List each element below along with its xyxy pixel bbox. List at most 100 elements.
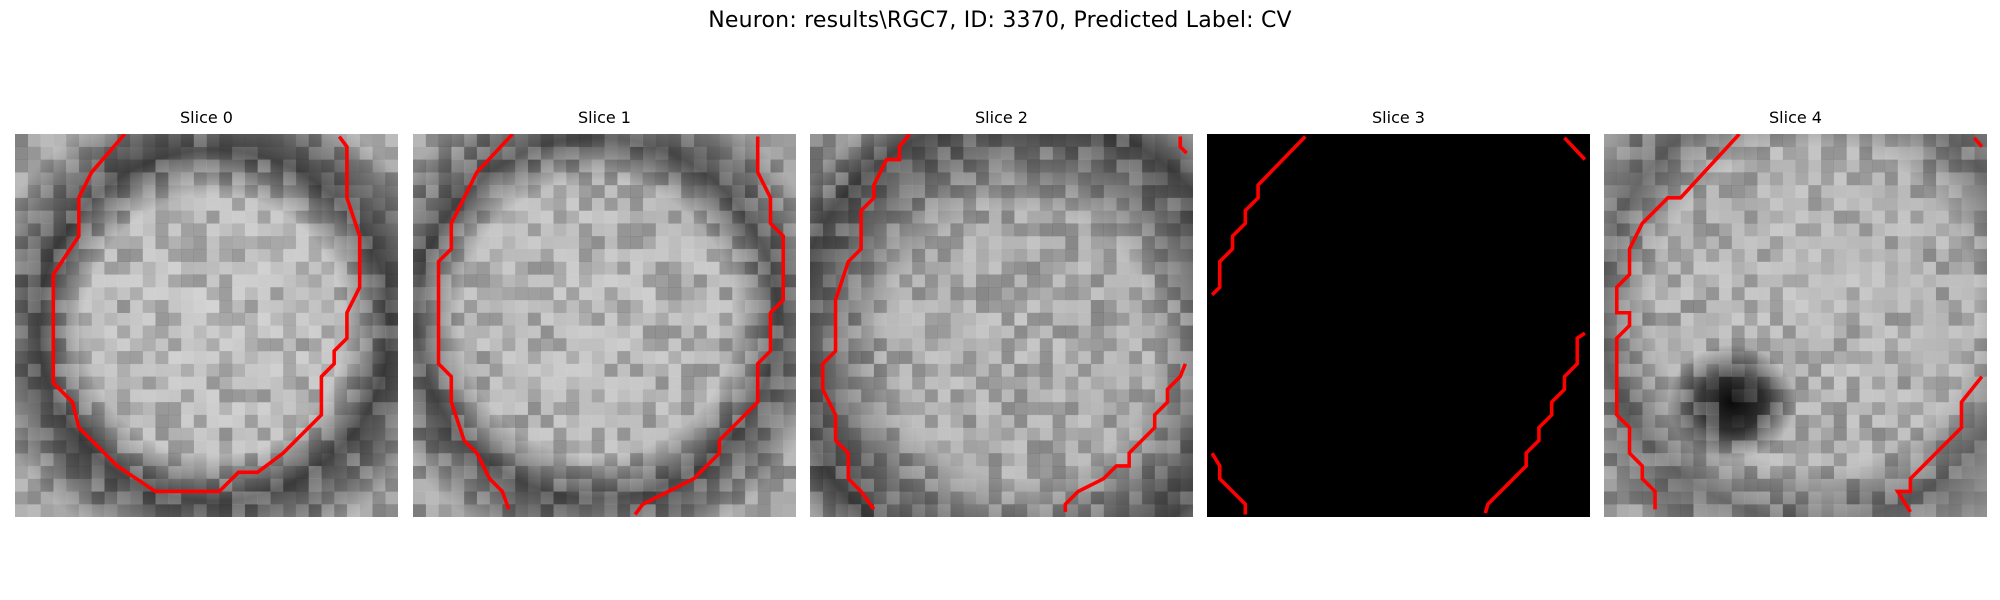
pixel [15,211,28,224]
pixel [1052,491,1066,505]
pixel [719,210,733,224]
pixel [283,300,296,313]
pixel [527,427,541,441]
pixel [1040,172,1053,185]
pixel [1667,440,1681,454]
pixel [1027,453,1041,467]
pixel [630,427,644,441]
pixel [193,287,207,301]
pixel [1065,287,1079,301]
pixel [1167,491,1180,504]
pixel [346,274,360,288]
pixel [1103,299,1117,313]
pixel [143,351,156,364]
pixel [1014,389,1028,403]
pixel [1091,262,1104,275]
pixel [668,363,682,377]
pixel [912,504,926,517]
pixel [1935,376,1949,390]
pixel [168,478,182,492]
pixel [604,478,618,492]
pixel [283,134,297,148]
pixel [1744,465,1758,479]
pixel [566,453,580,467]
pixel [861,376,875,390]
pixel [1706,210,1720,224]
pixel [835,172,849,186]
pixel [630,248,644,262]
pixel [912,287,926,301]
pixel [553,453,567,467]
pixel [1923,504,1937,517]
pixel [194,466,207,479]
pixel [489,325,503,339]
pixel [1629,389,1643,403]
pixel [219,223,232,236]
pixel [372,146,386,160]
pixel [1180,351,1193,365]
pixel [1027,363,1041,377]
pixel [15,351,29,365]
pixel [693,159,707,173]
pixel [783,389,796,403]
pixel [321,427,335,441]
pixel [78,197,92,211]
pixel [257,287,271,301]
pixel [975,299,989,313]
pixel [27,389,41,403]
pixel [28,453,41,466]
pixel [283,427,297,441]
pixel [1001,363,1015,377]
pixel [604,504,618,517]
pixel [129,287,143,301]
pixel [1668,223,1681,236]
pixel [1001,287,1015,301]
pixel [91,236,105,250]
pixel [359,248,373,262]
pixel [1718,504,1732,517]
pixel [257,210,271,224]
pixel [1897,299,1911,313]
pixel [372,299,386,313]
pixel [244,185,258,199]
pixel [963,197,977,211]
pixel [553,313,566,326]
pixel [142,146,156,160]
pixel [886,363,900,377]
pixel [1706,172,1720,186]
pixel [1629,312,1643,326]
pixel [1757,223,1770,236]
pixel [617,465,631,479]
pixel [117,325,131,339]
pixel [1103,504,1117,517]
pixel [359,172,373,186]
pixel [693,236,707,250]
pixel [604,197,618,211]
pixel [553,185,567,199]
pixel [40,453,54,467]
pixel [540,223,554,237]
pixel [476,376,490,390]
pixel [642,440,656,454]
pixel [283,185,296,198]
pixel [1052,338,1066,352]
pixel [117,248,131,262]
pixel [578,185,592,199]
pixel [810,185,824,199]
pixel [1872,402,1886,416]
pixel [168,414,182,428]
pixel [1769,504,1783,517]
pixel [1872,338,1886,352]
pixel [822,427,836,441]
pixel [155,248,169,262]
pixel [783,465,796,479]
pixel [886,376,900,390]
pixel [1732,466,1745,479]
pixel [1116,223,1130,237]
pixel [1974,223,1987,237]
pixel [719,363,733,377]
pixel [617,312,631,326]
pixel [257,159,271,173]
pixel [1065,146,1079,160]
pixel [1935,453,1949,467]
